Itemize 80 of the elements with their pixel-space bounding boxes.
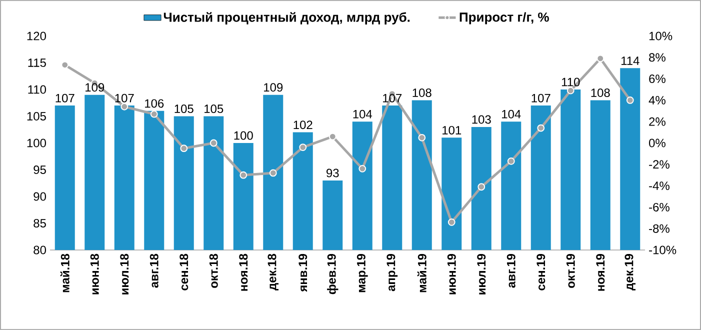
x-tick-label: окт.18 [209,254,218,288]
data-label: 108 [412,88,432,97]
data-label: 104 [502,110,521,118]
y2-tick-label: -10% [649,246,676,254]
x-tick-label: ноя.18 [239,254,248,291]
point [180,144,188,152]
y-tick-label: 80 [34,246,46,254]
y-tick-label: 105 [27,112,46,120]
data-label: 103 [472,115,491,124]
y2-tick-label: -4% [649,182,670,190]
y2-tick-label: 0% [649,138,666,148]
legend-label: Чистый процентный доход, млрд руб. [164,12,410,24]
point [596,54,604,62]
x-tick-label: сен.18 [180,254,188,290]
y2-tick-label: -8% [649,224,670,233]
y2-tick-label: 10% [649,32,672,40]
x-tick-label: авг.19 [506,254,516,288]
point [507,157,515,165]
point [358,164,366,172]
point [150,110,158,118]
data-label: 104 [353,110,372,118]
data-label: 102 [294,120,312,130]
data-label: 107 [115,94,134,102]
x-tick-label: май.18 [60,254,70,292]
y2-tick-label: 6% [649,74,666,84]
data-label: 110 [562,78,580,86]
y-tick-label: 120 [27,32,46,40]
point [418,134,426,142]
x-tick-label: янв.19 [298,254,308,292]
point [210,139,218,147]
y-tick-label: 85 [34,219,46,228]
point [537,124,545,132]
point [478,183,486,191]
data-label: 105 [174,104,194,114]
data-label: 105 [204,104,224,114]
y2-tick-label: 4% [648,96,666,104]
point [299,144,307,151]
x-tick-label: ноя.19 [596,254,605,291]
point [240,171,248,179]
x-tick-label: июн.19 [447,254,456,294]
point [269,169,277,177]
data-label: 114 [621,56,640,65]
x-tick-label: мар.19 [356,254,368,292]
data-label: 106 [145,99,164,108]
point [328,132,336,140]
x-tick-label: июл.19 [477,254,486,294]
y-tick-label: 90 [34,192,46,201]
y2-tick-label: 2% [649,117,666,126]
data-label: 100 [234,131,253,140]
x-tick-label: дек.18 [268,254,279,290]
legend-label: Прирост г/г, % [460,12,549,24]
point [448,218,456,226]
y-tick-label: 100 [27,138,46,148]
x-tick-label: сен.19 [536,254,546,290]
y2-tick-label: 8% [649,53,666,62]
point [61,61,69,69]
point [626,96,634,104]
x-tick-label: фев.19 [327,254,338,294]
point [120,102,128,110]
data-label: 107 [56,94,74,102]
x-tick-label: май.19 [417,254,426,292]
y-tick-label: 95 [34,166,46,174]
point [566,86,574,94]
y-tick-label: 110 [28,85,46,94]
data-label: 93 [326,168,339,178]
data-label: 107 [532,94,550,102]
x-tick-label: июн.18 [90,254,99,294]
x-tick-label: апр.19 [386,254,398,292]
data-label: 109 [264,83,283,92]
x-tick-label: окт.19 [566,254,575,288]
data-label: 108 [591,88,610,97]
x-tick-label: дек.19 [624,254,636,290]
y2-tick-label: -6% [649,202,670,212]
data-label: 109 [86,83,104,92]
x-tick-label: июл.18 [120,254,129,294]
x-tick-label: авг.18 [150,254,158,288]
data-label: 101 [442,126,462,134]
y-tick-label: 115 [28,58,46,67]
y2-tick-label: -2% [649,160,670,169]
data-label: 107 [383,94,402,102]
